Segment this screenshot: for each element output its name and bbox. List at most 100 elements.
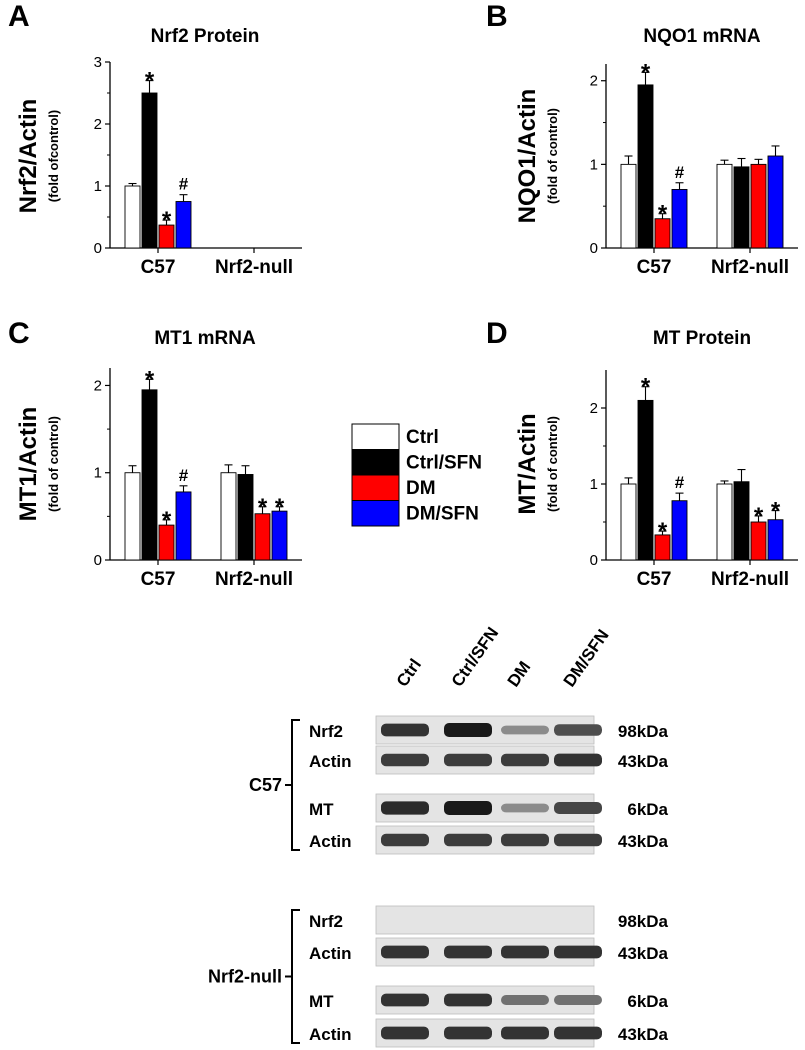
y-tick-label: 2 (94, 377, 102, 394)
blot-row-label: Actin (309, 832, 352, 851)
blot-band (381, 833, 429, 847)
y-tick-label: 0 (590, 240, 598, 257)
blot-group: Nrf2 98kDa Actin 43kDa MT 6kDa Actin 43kDa C57 (249, 715, 669, 855)
blot-band (501, 995, 549, 1005)
panel-letter: D (486, 317, 508, 350)
lane-label: Ctrl/SFN (448, 624, 503, 691)
blot-band (381, 801, 429, 815)
blot-band (554, 833, 602, 847)
bar (767, 155, 784, 249)
chart-panel-b: B NQO1 mRNA NQO1/Actin (fold of control) 0 1 2… (486, 0, 798, 278)
blot-band (554, 802, 602, 814)
significance-mark: * (658, 518, 668, 545)
blot-row-label: Actin (309, 1025, 352, 1044)
panel-letter: C (8, 317, 30, 350)
blot-kda-label: 98kDa (618, 912, 669, 931)
blot-row-label: MT (309, 992, 334, 1011)
y-axis-sublabel: (fold ofcontrol) (46, 110, 61, 202)
blot-band (444, 1026, 492, 1040)
blot-kda-label: 98kDa (618, 722, 669, 741)
blot-band (381, 945, 429, 959)
blot-row-label: Nrf2 (309, 722, 343, 741)
significance-mark: * (275, 494, 285, 521)
blot-kda-label: 43kDa (618, 944, 669, 963)
blot-band (554, 753, 602, 767)
legend-label: Ctrl/SFN (406, 453, 482, 474)
blot-band (501, 1026, 549, 1040)
y-tick-label: 0 (590, 552, 598, 569)
bar (750, 163, 767, 249)
bar (141, 92, 158, 249)
chart-title: MT1 mRNA (154, 328, 256, 349)
bar (175, 201, 192, 249)
lane-label: DM (504, 658, 535, 691)
blot-bracket (291, 719, 300, 851)
blot-band (444, 833, 492, 847)
y-tick-label: 0 (94, 240, 102, 257)
blot-band (554, 724, 602, 736)
blot-kda-label: 43kDa (618, 832, 669, 851)
blot-band (501, 803, 549, 813)
bar (733, 166, 750, 249)
y-tick-label: 0 (94, 552, 102, 569)
blot-kda-label: 43kDa (618, 752, 669, 771)
bar (141, 389, 158, 561)
y-tick-label: 1 (590, 476, 598, 493)
y-tick-label: 2 (590, 73, 598, 90)
blot-band (554, 945, 602, 959)
x-category-label: Nrf2-null (711, 257, 789, 278)
blot-band (444, 801, 492, 815)
bar (716, 483, 733, 561)
blot-band (381, 993, 429, 1007)
blot-kda-label: 6kDa (627, 800, 668, 819)
y-tick-label: 2 (94, 116, 102, 133)
y-axis-label: NQO1/Actin (514, 89, 541, 224)
legend: Ctrl Ctrl/SFN DM DM/SFN (351, 423, 482, 527)
y-tick-label: 3 (94, 54, 102, 71)
x-category-label: C57 (637, 257, 672, 278)
x-category-label: Nrf2-null (215, 569, 293, 590)
significance-mark: # (675, 473, 685, 492)
legend-swatch (351, 500, 400, 527)
significance-mark: * (145, 68, 155, 95)
y-axis-label: Nrf2/Actin (15, 99, 42, 214)
bar (671, 500, 688, 561)
x-category-label: C57 (141, 257, 176, 278)
significance-mark: * (641, 374, 651, 401)
bar (637, 399, 654, 561)
bar-charts: A Nrf2 Protein Nrf2/Actin (fold ofcontrol) 0… (8, 0, 798, 590)
significance-mark: # (179, 466, 189, 485)
blot-group-label: Nrf2-null (208, 967, 282, 987)
blot-band (501, 725, 549, 735)
chart-panel-d: D MT Protein MT/Actin (fold of control) 0 1 2 C… (486, 317, 798, 590)
significance-mark: * (641, 59, 651, 86)
legend-swatch (351, 449, 400, 476)
bar (620, 483, 637, 561)
blot-band (444, 993, 492, 1007)
blot-row-label: Actin (309, 944, 352, 963)
legend-label: DM (406, 478, 436, 499)
bar (733, 481, 750, 561)
significance-mark: * (258, 494, 268, 521)
blot-row-label: Nrf2 (309, 912, 343, 931)
blot-band (444, 753, 492, 767)
blot-group: Nrf2 98kDa Actin 43kDa MT 6kDa Actin 43kDa Nrf2-… (208, 905, 669, 1048)
panel-letter: B (486, 0, 508, 33)
bar (124, 472, 141, 561)
lane-label: DM/SFN (560, 626, 613, 690)
blot-row-label: Actin (309, 752, 352, 771)
western-blot: Ctrl Ctrl/SFN DM DM/SFN Nrf2 98kDa Actin 43kDa M… (208, 624, 669, 1048)
bar (124, 185, 141, 249)
legend-label: Ctrl (406, 427, 439, 448)
blot-bracket (291, 909, 300, 1044)
bar (767, 519, 784, 561)
blot-band (501, 753, 549, 767)
legend-label: DM/SFN (406, 504, 479, 525)
blot-band (554, 995, 602, 1005)
significance-mark: * (162, 207, 172, 234)
panel-letter: A (8, 0, 30, 33)
significance-mark: * (658, 201, 668, 228)
chart-title: NQO1 mRNA (643, 26, 760, 47)
y-axis-label: MT1/Actin (15, 407, 42, 522)
